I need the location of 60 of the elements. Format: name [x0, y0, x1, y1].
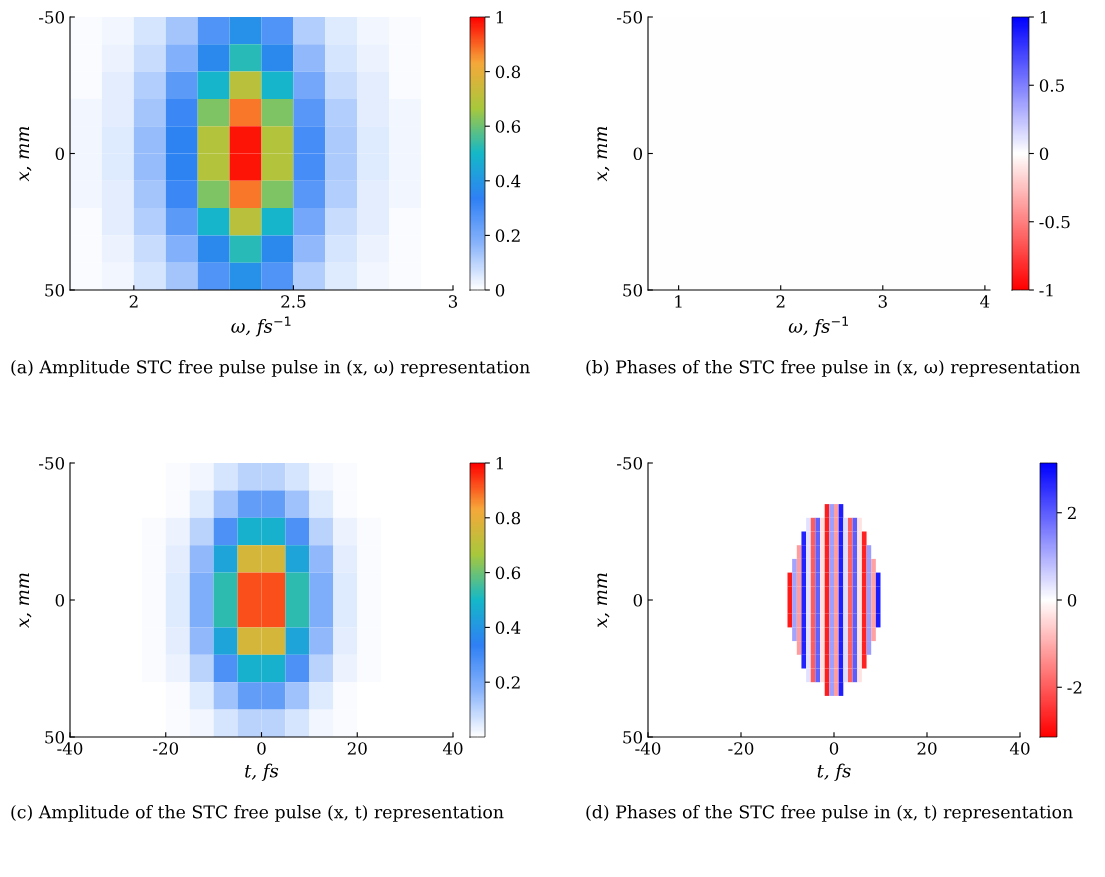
x-tick-label: 4 [980, 295, 990, 308]
x-tick-label: 20 [917, 742, 937, 755]
x-axis-title: t, fs [817, 763, 851, 782]
color-bar-label: 0.8 [495, 65, 521, 79]
y-tick-label: -50 [39, 10, 65, 24]
y-axis-title: x, mm [597, 126, 610, 182]
color-bar-label: 0.6 [495, 566, 521, 580]
x-tick-label: 0 [257, 742, 266, 755]
color-bar-label: -2 [1067, 681, 1082, 694]
color-bar-label: 2 [1067, 506, 1076, 520]
text: (b) Phases of the STC free pulse in (x, ω) representation [586, 360, 1080, 377]
text: (d) Phases of the STC free pulse in (x, t) representation [586, 805, 1073, 822]
x-tick-label: -40 [57, 742, 83, 755]
y-tick-label: 0 [633, 147, 643, 161]
y-tick-label: 50 [623, 730, 643, 744]
x-tick-label: 40 [1009, 742, 1030, 755]
text: (c) Amplitude of the STC free pulse (x, t) representation [11, 805, 504, 822]
x-axis-title: ω, fs$^{−1}$ [788, 316, 848, 337]
y-tick-label: -50 [39, 456, 65, 470]
color-bar-label: -0.5 [1039, 215, 1070, 229]
y-axis-title: x, mm [19, 573, 32, 628]
x-tick-label: 3 [878, 295, 887, 308]
color-bar-label: 0 [495, 283, 505, 297]
color-bar-label: 0.6 [495, 120, 521, 133]
color-bar-label: 1 [1040, 10, 1047, 24]
text: (a) Amplitude STC free pulse pulse in (x, ω) representation [11, 360, 530, 377]
y-tick-label: 50 [623, 283, 643, 297]
y-tick-label: 0 [633, 593, 643, 607]
y-tick-label: -50 [617, 10, 643, 24]
color-bar-label: -1 [1039, 283, 1053, 297]
x-tick-label: -40 [635, 742, 661, 755]
x-axis-title: ω, fs$^{−1}$ [231, 316, 291, 337]
color-bar-label: 0.2 [495, 676, 520, 689]
y-tick-label: 50 [45, 283, 65, 297]
color-bar-label: 0.4 [495, 621, 521, 634]
color-bar-label: 0.2 [495, 229, 520, 242]
y-tick-label: 50 [45, 730, 65, 744]
y-tick-label: -50 [617, 456, 643, 470]
x-tick-label: 1 [675, 295, 682, 308]
color-bar-label: 0.4 [495, 174, 521, 188]
x-tick-label: 40 [442, 742, 463, 755]
y-tick-label: 0 [55, 147, 65, 161]
color-bar-label: 0.8 [495, 511, 521, 525]
color-bar-label: 0 [1039, 147, 1049, 161]
x-tick-label: 2 [129, 295, 138, 308]
y-axis-title: x, mm [19, 126, 32, 182]
x-tick-label: -20 [153, 742, 179, 755]
color-bar-label: 0 [1067, 593, 1077, 607]
y-tick-label: 0 [55, 593, 65, 607]
color-bar-label: 0.5 [1039, 79, 1064, 92]
x-tick-label: 20 [347, 742, 367, 755]
x-tick-label: 2 [776, 295, 785, 308]
x-tick-label: 3 [448, 295, 458, 308]
y-axis-title: x, mm [597, 573, 610, 628]
x-tick-label: 0 [829, 742, 839, 755]
x-axis-title: t, fs [245, 763, 279, 782]
color-bar-label: 1 [496, 10, 503, 24]
color-bar-label: 1 [496, 456, 503, 470]
x-tick-label: 2.5 [281, 295, 306, 308]
x-tick-label: -20 [728, 742, 754, 755]
